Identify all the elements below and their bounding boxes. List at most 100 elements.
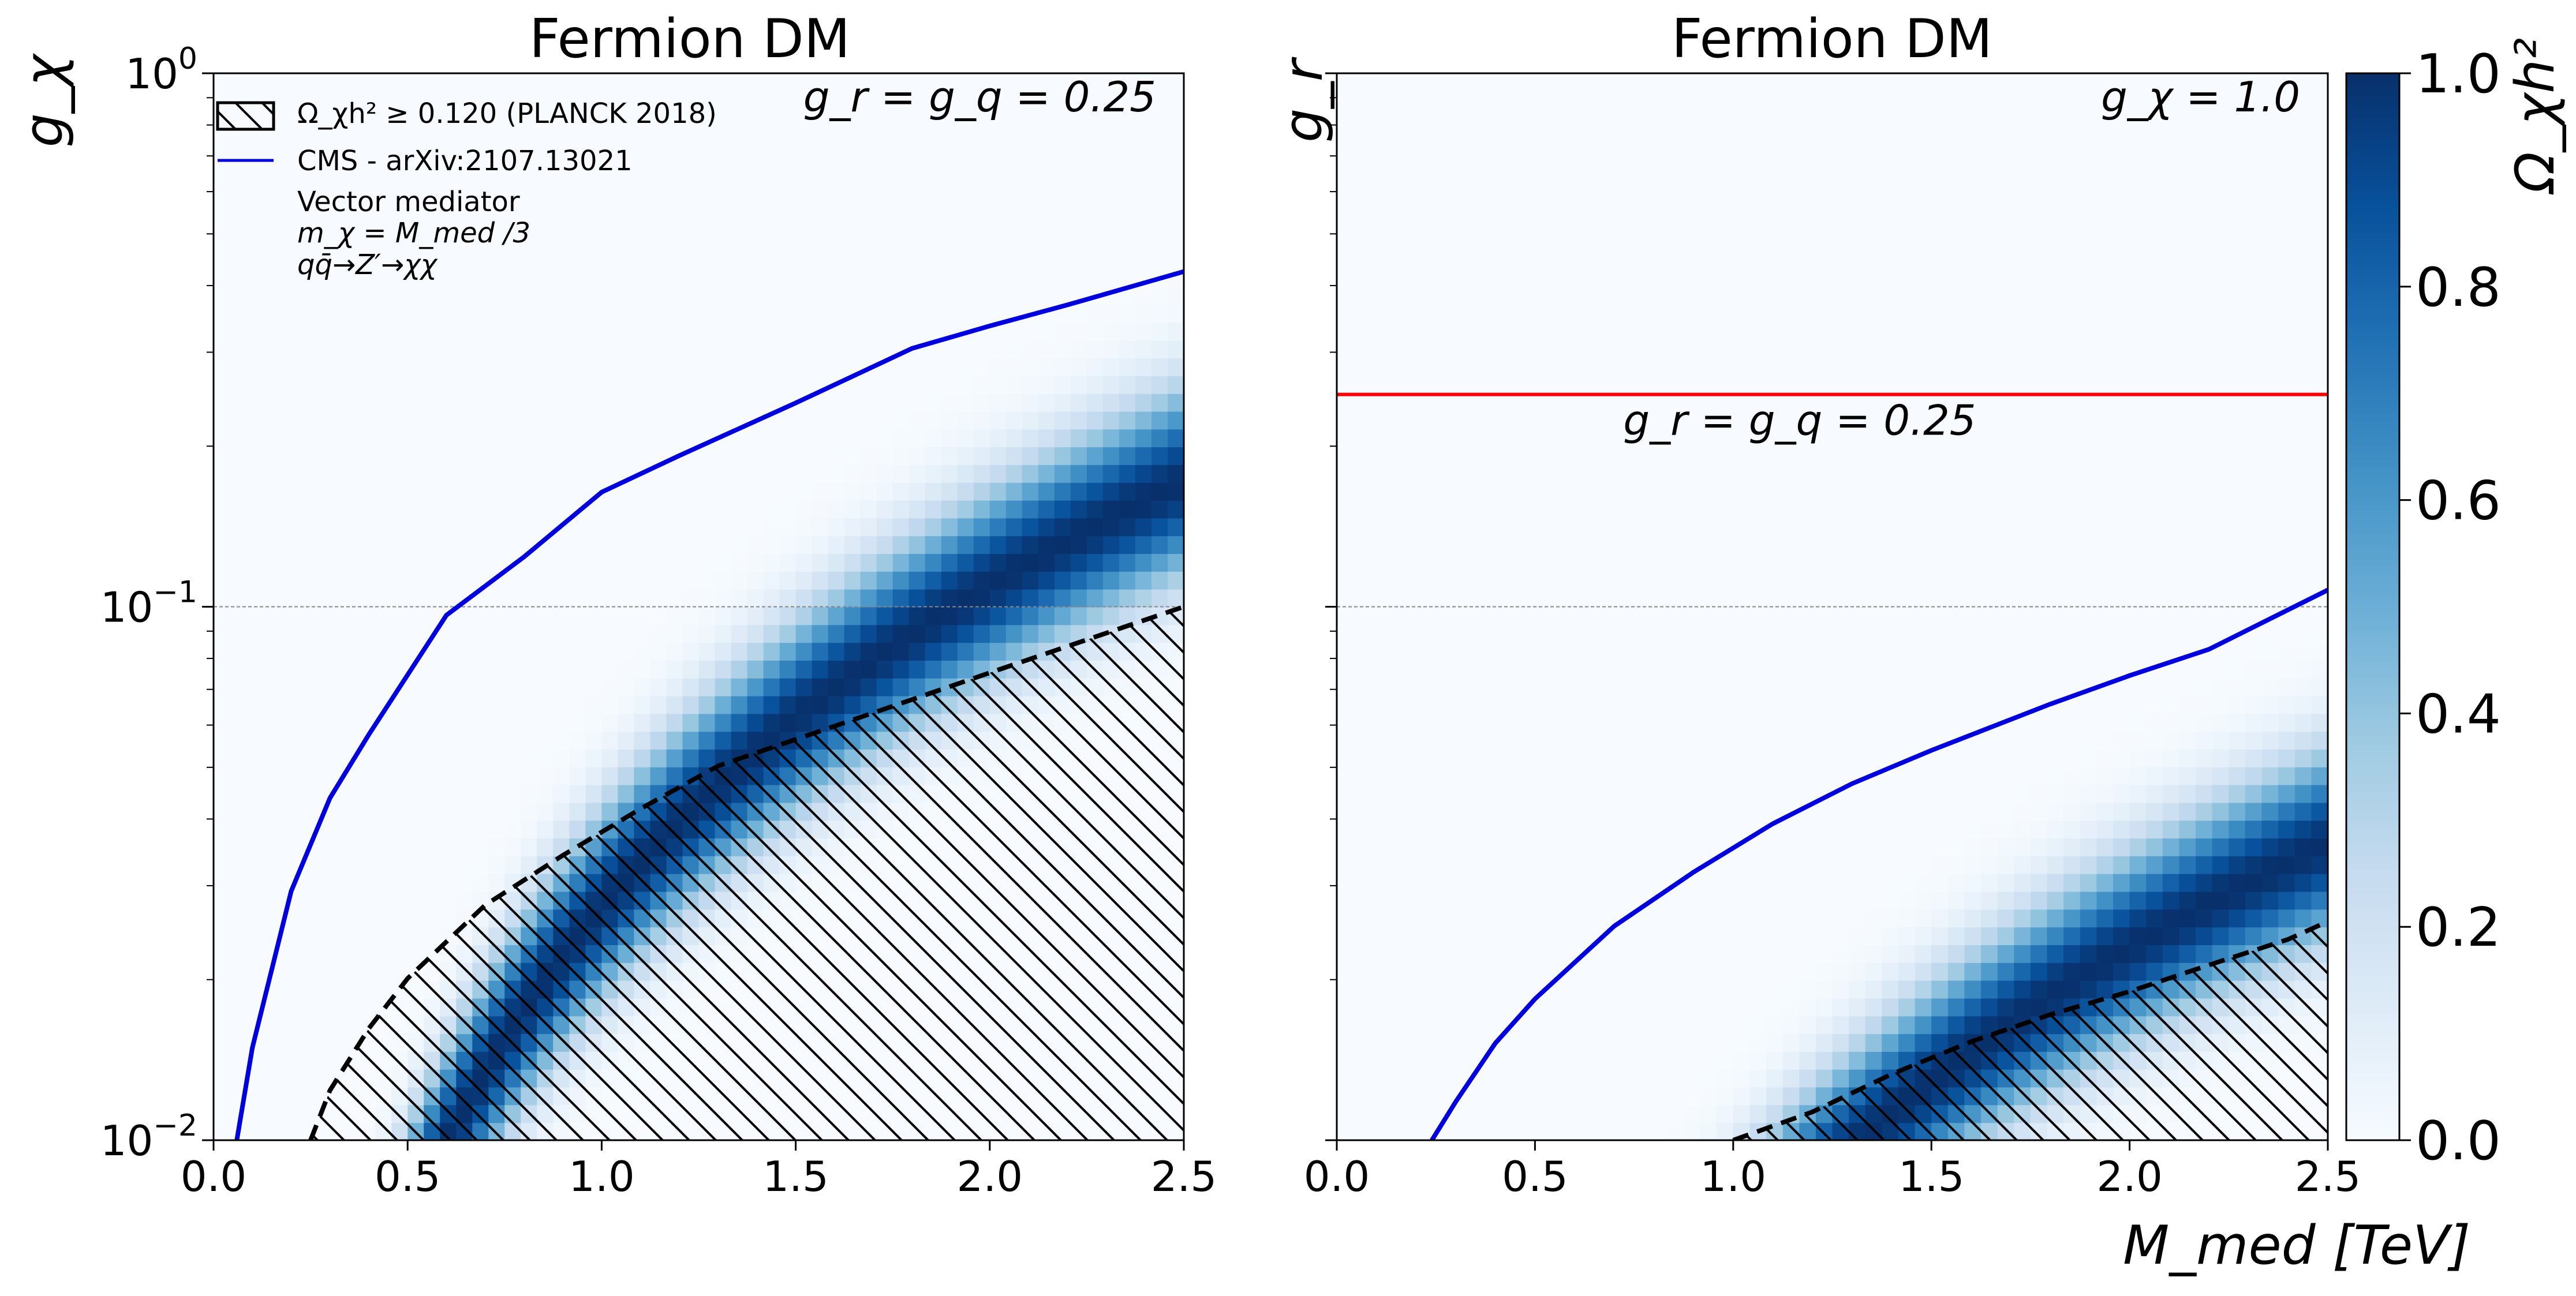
- heatmap-cell: [1337, 1051, 1354, 1070]
- heatmap-cell: [375, 375, 392, 394]
- heatmap-cell: [311, 429, 328, 448]
- heatmap-cell: [650, 144, 667, 163]
- heatmap-cell: [1634, 286, 1651, 305]
- heatmap-cell: [795, 465, 813, 483]
- heatmap-cell: [1650, 749, 1668, 767]
- heatmap-cell: [407, 695, 425, 714]
- heatmap-cell: [456, 447, 473, 465]
- heatmap-cell: [343, 126, 360, 145]
- heatmap-cell: [1070, 429, 1087, 448]
- heatmap-cell: [1568, 465, 1586, 483]
- heatmap-cell: [1419, 1069, 1437, 1088]
- heatmap-cell: [1370, 108, 1387, 128]
- heatmap-cell: [456, 233, 473, 252]
- heatmap-cell: [343, 802, 360, 821]
- heatmap-cell: [682, 162, 700, 181]
- heatmap-cell: [359, 482, 376, 501]
- heatmap-cell: [973, 411, 990, 430]
- heatmap-cell: [1386, 749, 1404, 767]
- heatmap-cell: [795, 251, 813, 269]
- heatmap-cell: [1667, 713, 1684, 732]
- heatmap-cell: [1102, 465, 1120, 483]
- heatmap-cell: [1135, 233, 1152, 252]
- heatmap-cell: [1119, 518, 1136, 537]
- heatmap-cell: [294, 197, 312, 216]
- heatmap-cell: [1518, 1087, 1536, 1106]
- heatmap-cell: [779, 91, 797, 110]
- heatmap-cell: [311, 606, 328, 625]
- heatmap-cell: [860, 589, 877, 608]
- heatmap-cell: [569, 677, 586, 696]
- heatmap-cell: [1601, 1051, 1618, 1070]
- heatmap-cell: [343, 518, 360, 537]
- heatmap-cell: [1468, 838, 1486, 856]
- heatmap-cell: [440, 553, 457, 572]
- heatmap-cell: [1452, 447, 1470, 465]
- heatmap-cell: [618, 553, 635, 572]
- heatmap-cell: [1151, 411, 1168, 430]
- heatmap-cell: [311, 108, 328, 128]
- heatmap-cell: [1151, 518, 1168, 537]
- heatmap-cell: [456, 482, 473, 501]
- heatmap-cell: [1468, 304, 1486, 323]
- heatmap-cell: [844, 553, 861, 572]
- heatmap-cell: [472, 642, 489, 661]
- heatmap-cell: [472, 465, 489, 483]
- heatmap-cell: [1119, 179, 1136, 198]
- heatmap-cell: [262, 411, 279, 430]
- heatmap-cell: [1601, 535, 1618, 554]
- heatmap-cell: [747, 322, 764, 341]
- heatmap-cell: [1086, 589, 1104, 608]
- heatmap-cell: [860, 73, 877, 92]
- heatmap-cell: [715, 535, 732, 554]
- x-tick-label: 2.0: [957, 1152, 1023, 1201]
- heatmap-cell: [1634, 144, 1651, 163]
- heatmap-cell: [634, 322, 651, 341]
- heatmap-cell: [391, 411, 409, 430]
- heatmap-cell: [1551, 126, 1569, 145]
- heatmap-cell: [941, 340, 958, 359]
- heatmap-cell: [1022, 624, 1039, 643]
- heatmap-cell: [537, 571, 554, 590]
- heatmap-cell: [812, 624, 829, 643]
- heatmap-cell: [1353, 500, 1371, 519]
- heatmap-cell: [456, 873, 473, 892]
- heatmap-cell: [230, 731, 246, 750]
- y-tick-base: 10: [100, 583, 154, 632]
- heatmap-cell: [294, 998, 312, 1017]
- legend-entry-relic: Ω_χh² ≥ 0.120 (PLANCK 2018): [297, 98, 717, 130]
- heatmap-cell: [278, 340, 296, 359]
- heatmap-cell: [521, 304, 538, 323]
- heatmap-cell: [1452, 518, 1470, 537]
- heatmap-cell: [1038, 215, 1055, 234]
- heatmap-cell: [1584, 162, 1602, 181]
- heatmap-cell: [715, 233, 732, 252]
- heatmap-cell: [634, 304, 651, 323]
- heatmap-cell: [1119, 447, 1136, 465]
- heatmap-cell: [1617, 962, 1635, 981]
- heatmap-cell: [1370, 358, 1387, 376]
- heatmap-cell: [1683, 820, 1701, 839]
- heatmap-cell: [812, 500, 829, 519]
- heatmap-cell: [1119, 553, 1136, 572]
- heatmap-cell: [246, 1104, 263, 1123]
- heatmap-cell: [1038, 126, 1055, 145]
- heatmap-cell: [1353, 108, 1371, 128]
- heatmap-cell: [812, 340, 829, 359]
- heatmap-cell: [1485, 518, 1503, 537]
- y-tick-exponent: −2: [153, 1108, 197, 1143]
- heatmap-cell: [504, 500, 522, 519]
- heatmap-cell: [1353, 518, 1371, 537]
- heatmap-cell: [1568, 108, 1586, 128]
- heatmap-cell: [1518, 233, 1536, 252]
- heatmap-cell: [1568, 571, 1586, 590]
- heatmap-cell: [1535, 855, 1552, 874]
- heatmap-cell: [230, 606, 246, 625]
- heatmap-cell: [1634, 197, 1651, 216]
- heatmap-cell: [908, 642, 926, 661]
- heatmap-cell: [1634, 91, 1651, 110]
- heatmap-cell: [1452, 393, 1470, 412]
- heatmap-cell: [230, 286, 246, 305]
- heatmap-cell: [1370, 820, 1387, 839]
- heatmap-cell: [666, 589, 683, 608]
